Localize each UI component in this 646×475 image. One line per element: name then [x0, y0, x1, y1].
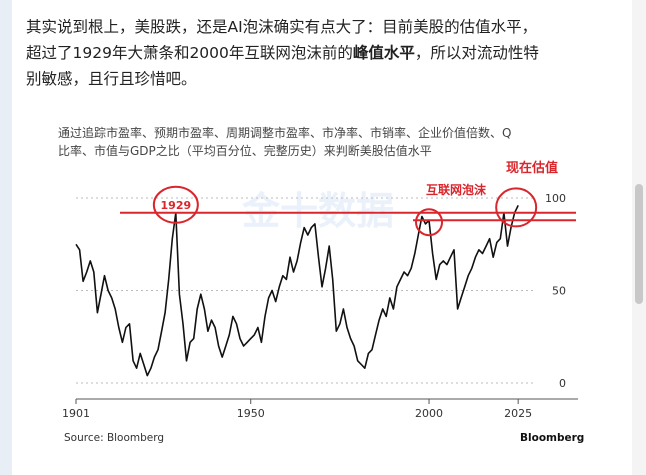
dotcom-bubble-label: 互联网泡沫 [426, 182, 487, 197]
dotcom-highlight-circle [415, 208, 444, 237]
current-valuation-label: 现在估值 [506, 160, 558, 176]
chart-source: Source: Bloomberg [64, 432, 165, 444]
scrollbar[interactable] [632, 0, 646, 475]
x-tick-label: 1901 [62, 407, 90, 420]
y-tick-label: 50 [552, 285, 566, 298]
x-tick-label: 2000 [415, 407, 443, 420]
watermark: 金十数据 [241, 189, 394, 233]
bloomberg-logo: Bloomberg [520, 432, 585, 444]
article-line-2: 超过了1929年大萧条和2000年互联网泡沫前的峰值水平，所以对流动性特 [26, 40, 626, 66]
x-tick-label: 2025 [504, 407, 532, 420]
valuation-chart: 金十数据 0 50 100 1901 1950 2000 2025 1929 互联网泡沫 现在估值 [62, 160, 578, 420]
left-margin-strip [0, 0, 12, 475]
valuation-series-line [75, 205, 519, 377]
chart-caption: 通过追踪市盈率、预期市盈率、周期调整市盈率、市净率、市销率、企业价值倍数、Q 比… [58, 124, 604, 160]
valuation-chart-figure: 通过追踪市盈率、预期市盈率、周期调整市盈率、市净率、市销率、企业价值倍数、Q 比… [58, 124, 604, 454]
y-tick-label: 100 [545, 192, 566, 205]
y-tick-label: 0 [559, 377, 566, 390]
peak-highlight: 峰值水平 [352, 44, 415, 62]
article-line-3: 别敏感，且行且珍惜吧。 [26, 70, 197, 88]
1929-highlight-circle [152, 185, 199, 224]
caption-line-2: 比率、市值与GDP之比（平均百分位、完整历史）来判断美股估值水平 [58, 144, 432, 158]
article-line-1: 其实说到根上，美股跌，还是AI泡沫确实有点大了：目前美股的估值水平， [26, 18, 538, 36]
article-text: 其实说到根上，美股跌，还是AI泡沫确实有点大了：目前美股的估值水平， 超过了19… [26, 14, 626, 92]
scrollbar-thumb[interactable] [635, 184, 643, 304]
1929-label: 1929 [161, 199, 192, 212]
article-line-2-a: 超过了1929年大萧条和2000年互联网泡沫前的 [26, 44, 353, 62]
caption-line-1: 通过追踪市盈率、预期市盈率、周期调整市盈率、市净率、市销率、企业价值倍数、Q [58, 126, 512, 140]
current-valuation-circle [495, 187, 538, 228]
x-tick-label: 1950 [237, 407, 265, 420]
article-line-2-b: ，所以对流动性特 [414, 44, 539, 62]
